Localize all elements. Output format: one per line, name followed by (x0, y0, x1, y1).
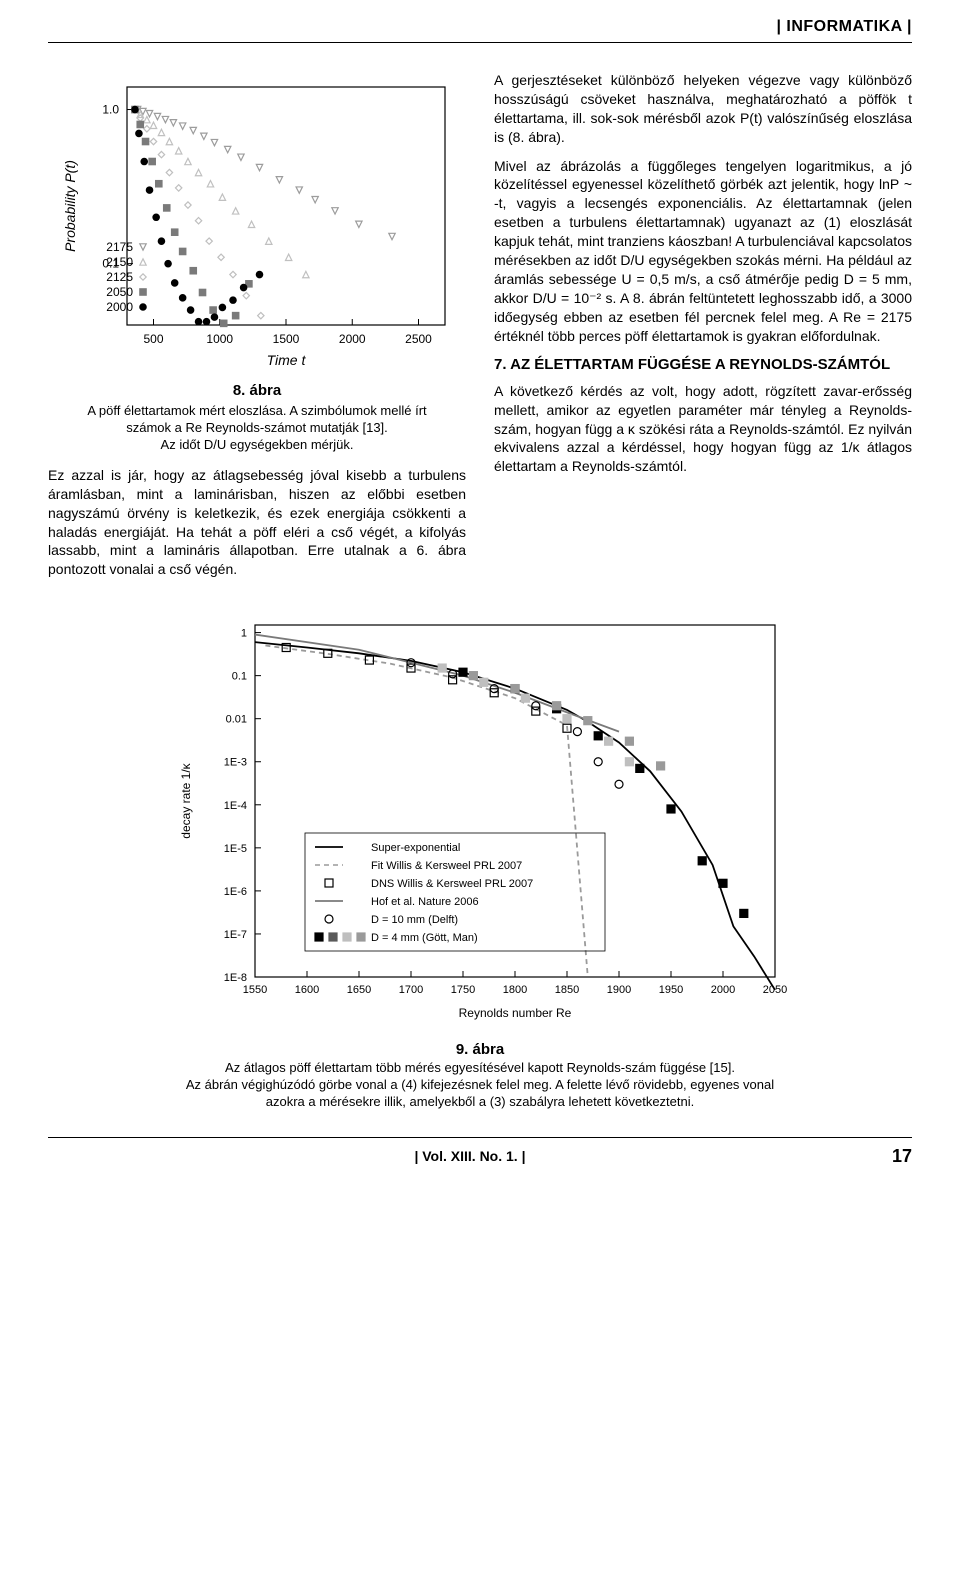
figure-8-chart: 50010001500200025000.11.0217521502125205… (57, 75, 457, 375)
figure-8-caption-line2: számok a Re Reynolds-számot mutatják [13… (126, 420, 388, 435)
figure-9-caption-line1: Az átlagos pöff élettartam több mérés eg… (225, 1060, 735, 1075)
svg-text:2175: 2175 (106, 240, 133, 254)
svg-text:500: 500 (143, 332, 163, 346)
svg-text:1600: 1600 (295, 984, 319, 996)
figure-8-title: 8. ábra (48, 381, 466, 401)
svg-text:Hof et al. Nature 2006: Hof et al. Nature 2006 (371, 896, 479, 908)
svg-text:1650: 1650 (347, 984, 371, 996)
figure-9-caption: Az átlagos pöff élettartam több mérés eg… (48, 1060, 912, 1111)
svg-text:1850: 1850 (555, 984, 579, 996)
top-rule (48, 42, 912, 43)
svg-text:decay rate 1/κ: decay rate 1/κ (179, 763, 193, 839)
footer-center: | Vol. XIII. No. 1. | (414, 1148, 525, 1164)
svg-text:1E-4: 1E-4 (224, 800, 247, 812)
svg-text:2000: 2000 (711, 984, 735, 996)
figure-8: 50010001500200025000.11.0217521502125205… (48, 75, 466, 454)
svg-text:Reynolds number Re: Reynolds number Re (459, 1006, 572, 1020)
figure-9-chart: 1550 1600 1650 1700 1750 1800 1850 1900 1950 2000… (170, 615, 790, 1035)
svg-text:0.1: 0.1 (232, 671, 247, 683)
svg-text:D = 4 mm (Gött, Man): D = 4 mm (Gött, Man) (371, 932, 478, 944)
svg-text:1E-6: 1E-6 (224, 886, 247, 898)
right-column: A gerjesztéseket különböző helyeken vége… (494, 71, 912, 589)
svg-text:2000: 2000 (106, 300, 133, 314)
figure-9-caption-line2: Az ábrán végighúzódó görbe vonal a (4) k… (186, 1077, 774, 1092)
svg-text:D = 10 mm (Delft): D = 10 mm (Delft) (371, 914, 458, 926)
svg-text:1000: 1000 (206, 332, 233, 346)
page-footer: | Vol. XIII. No. 1. | 17 (48, 1146, 912, 1167)
section-header: | INFORMATIKA | (48, 18, 912, 36)
svg-text:1E-7: 1E-7 (224, 929, 247, 941)
svg-text:1E-5: 1E-5 (224, 843, 247, 855)
left-column: 50010001500200025000.11.0217521502125205… (48, 71, 466, 589)
figure-9-caption-line3: azokra a mérésekre illik, amelyekből a (… (266, 1094, 694, 1109)
svg-text:2050: 2050 (763, 984, 787, 996)
section-7-title: 7. AZ ÉLETTARTAM FÜGGÉSE A REYNOLDS-SZÁM… (494, 355, 912, 375)
svg-text:Fit Willis & Kersweel PRL 2007: Fit Willis & Kersweel PRL 2007 (371, 860, 522, 872)
svg-text:1950: 1950 (659, 984, 683, 996)
left-para-1: Ez azzal is jár, hogy az átlagsebesség j… (48, 466, 466, 579)
right-para-1: A gerjesztéseket különböző helyeken vége… (494, 71, 912, 147)
footer-rule (48, 1137, 912, 1138)
svg-text:1550: 1550 (243, 984, 267, 996)
svg-text:1.0: 1.0 (102, 103, 119, 117)
right-para-2: Mivel az ábrázolás a függőleges tengelye… (494, 157, 912, 346)
svg-text:1: 1 (241, 628, 247, 640)
svg-text:1750: 1750 (451, 984, 475, 996)
svg-text:1E-3: 1E-3 (224, 757, 247, 769)
svg-text:1E-8: 1E-8 (224, 972, 247, 984)
svg-text:1500: 1500 (273, 332, 300, 346)
right-para-3: A következő kérdés az volt, hogy adott, … (494, 382, 912, 476)
figure-9-title: 9. ábra (48, 1041, 912, 1058)
svg-text:Time t: Time t (267, 352, 307, 368)
svg-text:DNS Willis & Kersweel PRL 2007: DNS Willis & Kersweel PRL 2007 (371, 878, 533, 890)
svg-text:2050: 2050 (106, 285, 133, 299)
footer-page-number: 17 (892, 1146, 912, 1167)
svg-text:2500: 2500 (405, 332, 432, 346)
svg-text:0.01: 0.01 (226, 714, 247, 726)
figure-9: 1550 1600 1650 1700 1750 1800 1850 1900 1950 2000… (48, 615, 912, 1111)
svg-text:Super-exponential: Super-exponential (371, 842, 460, 854)
svg-text:2150: 2150 (106, 255, 133, 269)
svg-text:1700: 1700 (399, 984, 423, 996)
svg-text:2000: 2000 (339, 332, 366, 346)
svg-text:2125: 2125 (106, 270, 133, 284)
figure-8-caption: A pöff élettartamok mért eloszlása. A sz… (48, 403, 466, 454)
figure-8-caption-line3: Az időt D/U egységekben mérjük. (161, 437, 354, 452)
svg-text:1900: 1900 (607, 984, 631, 996)
svg-text:Probability P(t): Probability P(t) (62, 160, 78, 252)
svg-text:1800: 1800 (503, 984, 527, 996)
figure-8-caption-line1: A pöff élettartamok mért eloszlása. A sz… (87, 403, 426, 418)
